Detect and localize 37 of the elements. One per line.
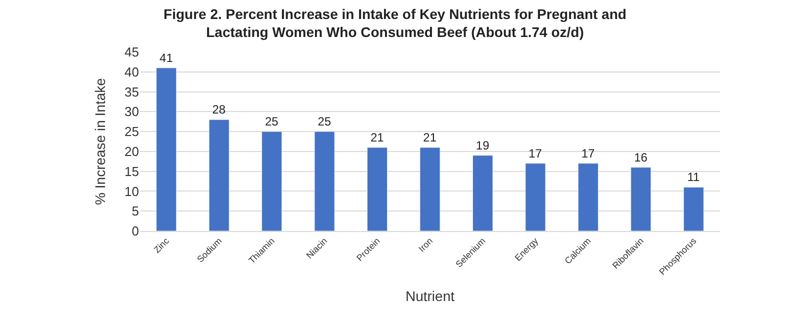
- data-label: 17: [528, 146, 542, 160]
- y-tick-label: 35: [124, 84, 139, 100]
- y-tick-label: 15: [124, 164, 139, 179]
- bar: [314, 131, 335, 231]
- y-tick-label: 5: [132, 204, 139, 219]
- x-axis-title: Nutrient: [405, 288, 455, 304]
- y-tick-label: 10: [124, 184, 139, 199]
- y-axis-title: % Increase in Intake: [92, 78, 108, 205]
- y-tick-label: 45: [124, 44, 139, 60]
- bar: [630, 167, 652, 231]
- data-label: 21: [370, 130, 384, 144]
- data-label: 11: [687, 170, 700, 184]
- y-tick-label: 25: [124, 124, 139, 140]
- bar: [156, 68, 177, 231]
- chart-title: Figure 2. Percent Increase in Intake of Key Nutrients for Pregnant and Lactating Women Who Consumed Beef (About 1.74 oz/d): [164, 6, 626, 40]
- x-tick-label: Zinc: [152, 235, 172, 255]
- data-label: 41: [160, 50, 174, 65]
- bar: [420, 147, 440, 231]
- bar: [525, 163, 546, 231]
- data-label: 17: [581, 146, 596, 160]
- y-tick-label: 40: [124, 64, 139, 80]
- y-tick-label: 0: [132, 224, 139, 239]
- data-label: 21: [423, 130, 437, 144]
- bar: [367, 147, 388, 231]
- x-tick-label: Iron: [416, 236, 435, 254]
- data-label: 25: [318, 114, 332, 129]
- bar: [578, 163, 598, 231]
- bar: [262, 131, 282, 231]
- bar: [472, 155, 493, 231]
- y-tick-label: 30: [124, 104, 139, 120]
- data-label: 25: [264, 114, 279, 129]
- bar: [208, 119, 230, 231]
- data-label: 16: [634, 150, 648, 164]
- bar: [683, 186, 704, 231]
- y-tick-label: 20: [124, 144, 139, 159]
- data-label: 28: [212, 102, 226, 117]
- data-label: 19: [476, 138, 490, 152]
